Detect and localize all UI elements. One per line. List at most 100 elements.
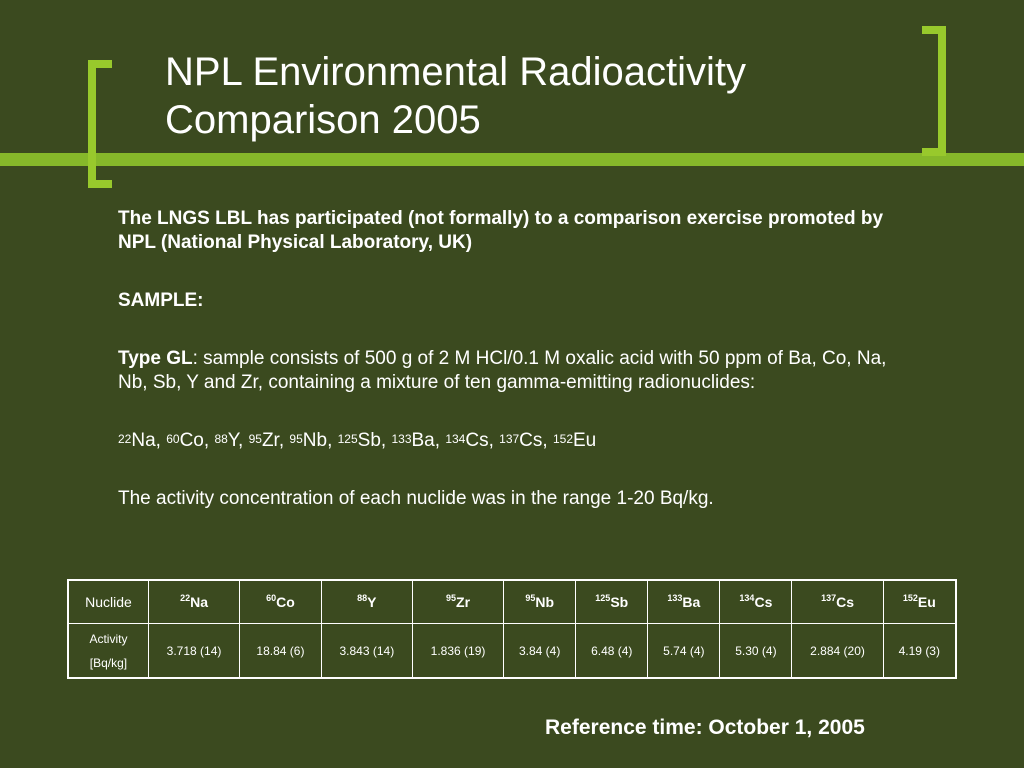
list-separator: ,	[542, 430, 553, 451]
nuclide-list: 22Na, 60Co, 88Y, 95Zr, 95Nb, 125Sb, 133B…	[118, 429, 918, 453]
mass-number: 22	[118, 432, 132, 446]
element-symbol: Cs	[519, 430, 543, 451]
sample-heading: SAMPLE:	[118, 290, 204, 311]
nuclide-list-item: 95Nb,	[289, 430, 337, 451]
mass-number: 134	[445, 432, 466, 446]
nuclide-list-item: 134Cs,	[445, 430, 499, 451]
mass-number: 137	[499, 432, 520, 446]
mass-number: 95	[289, 432, 303, 446]
nuclide-header-cell: 60Co	[239, 579, 322, 624]
mass-number: 125	[595, 593, 611, 603]
activity-range-note: The activity concentration of each nucli…	[118, 488, 714, 509]
activity-value-cell: 5.30 (4)	[719, 623, 793, 679]
mass-number: 134	[739, 593, 755, 603]
list-separator: ,	[278, 430, 290, 451]
mass-number: 88	[214, 432, 228, 446]
element-symbol: Sb	[610, 594, 629, 610]
element-symbol: Na	[190, 594, 208, 610]
nuclide-list-item: 88Y,	[214, 430, 248, 451]
slide-body: The LNGS LBL has participated (not forma…	[118, 207, 918, 511]
element-symbol: Cs	[465, 430, 489, 451]
mass-number: 95	[446, 593, 457, 603]
table-row: Activity [Bq/kg] 3.718 (14) 18.84 (6) 3.843…	[67, 623, 957, 679]
mass-number: 22	[180, 593, 191, 603]
list-separator: ,	[203, 430, 215, 451]
activity-table: Nuclide 22Na 60Co 88Y 95Zr 95Nb 125Sb 133Ba 134…	[67, 579, 957, 679]
sample-type-label: Type GL	[118, 348, 193, 369]
mass-number: 152	[902, 593, 918, 603]
mass-number: 137	[821, 593, 837, 603]
element-symbol: Co	[276, 594, 295, 610]
left-bracket-decoration	[88, 60, 112, 188]
nuclide-list-item: 133Ba,	[391, 430, 445, 451]
nuclide-list-item: 137Cs,	[499, 430, 553, 451]
mass-number: 133	[667, 593, 683, 603]
element-symbol: Eu	[917, 594, 936, 610]
sample-type-text: : sample consists of 500 g of 2 M HCl/0.…	[118, 348, 887, 393]
nuclide-list-item: 95Zr,	[249, 430, 290, 451]
list-separator: ,	[238, 430, 249, 451]
nuclide-header-cell: 88Y	[320, 579, 413, 624]
right-bracket-decoration	[922, 26, 946, 156]
slide-title: NPL Environmental Radioactivity Comparis…	[165, 50, 746, 142]
activity-value-cell: 3.84 (4)	[503, 623, 577, 679]
nuclide-header-cell: 133Ba	[647, 579, 721, 624]
nuclide-header-cell: 152Eu	[882, 579, 957, 624]
list-separator: ,	[434, 430, 446, 451]
element-symbol: Cs	[836, 594, 854, 610]
nuclide-header-cell: 134Cs	[719, 579, 793, 624]
mass-number: 133	[391, 432, 412, 446]
list-separator: ,	[155, 430, 167, 451]
activity-label-cell: Activity [Bq/kg]	[67, 623, 149, 679]
mass-number: 60	[166, 432, 180, 446]
table-header-row: Nuclide 22Na 60Co 88Y 95Zr 95Nb 125Sb 133Ba 134…	[67, 579, 957, 624]
mass-number: 125	[337, 432, 358, 446]
activity-value-cell: 3.843 (14)	[320, 623, 413, 679]
activity-value-cell: 4.19 (3)	[882, 623, 957, 679]
nuclide-header-cell: 95Zr	[411, 579, 505, 624]
sample-description: Type GL: sample consists of 500 g of 2 M…	[118, 347, 918, 395]
element-symbol: Cs	[754, 594, 773, 610]
nuclide-header-cell: Nuclide	[67, 579, 149, 624]
list-separator: ,	[488, 430, 500, 451]
nuclide-list-item: 152Eu	[553, 430, 596, 451]
activity-value-cell: 6.48 (4)	[575, 623, 649, 679]
reference-time: Reference time: October 1, 2005	[545, 716, 865, 739]
element-symbol: Y	[367, 594, 377, 610]
activity-value-cell: 3.718 (14)	[147, 623, 241, 679]
mass-number: 60	[266, 593, 277, 603]
activity-value-cell: 18.84 (6)	[239, 623, 322, 679]
element-symbol: Co	[179, 430, 204, 451]
nuclide-header-cell: 125Sb	[575, 579, 649, 624]
activity-label: Activity	[89, 631, 128, 646]
mass-number: 88	[357, 593, 368, 603]
nuclide-header-cell: 137Cs	[791, 579, 884, 624]
mass-number: 95	[525, 593, 536, 603]
element-symbol: Zr	[261, 430, 279, 451]
intro-paragraph: The LNGS LBL has participated (not forma…	[118, 208, 884, 253]
activity-value-cell: 1.836 (19)	[411, 623, 505, 679]
element-symbol: Na	[131, 430, 156, 451]
element-symbol: Ba	[411, 430, 435, 451]
nuclide-list-item: 22Na,	[118, 430, 166, 451]
mass-number: 95	[248, 432, 262, 446]
title-underline-rule	[0, 153, 1024, 166]
element-symbol: Sb	[357, 430, 381, 451]
activity-unit-label: [Bq/kg]	[89, 655, 128, 670]
element-symbol: Eu	[573, 430, 597, 451]
nuclide-header-cell: 22Na	[147, 579, 241, 624]
element-symbol: Zr	[456, 594, 471, 610]
nuclide-list-item: 60Co,	[166, 430, 214, 451]
activity-value-cell: 2.884 (20)	[791, 623, 884, 679]
activity-value-cell: 5.74 (4)	[647, 623, 721, 679]
nuclide-header-cell: 95Nb	[503, 579, 577, 624]
nuclide-list-item: 125Sb,	[338, 430, 392, 451]
element-symbol: Nb	[535, 594, 554, 610]
list-separator: ,	[380, 430, 392, 451]
list-separator: ,	[327, 430, 338, 451]
element-symbol: Nb	[302, 430, 328, 451]
mass-number: 152	[552, 432, 573, 446]
element-symbol: Ba	[682, 594, 701, 610]
element-symbol: Y	[227, 430, 239, 451]
